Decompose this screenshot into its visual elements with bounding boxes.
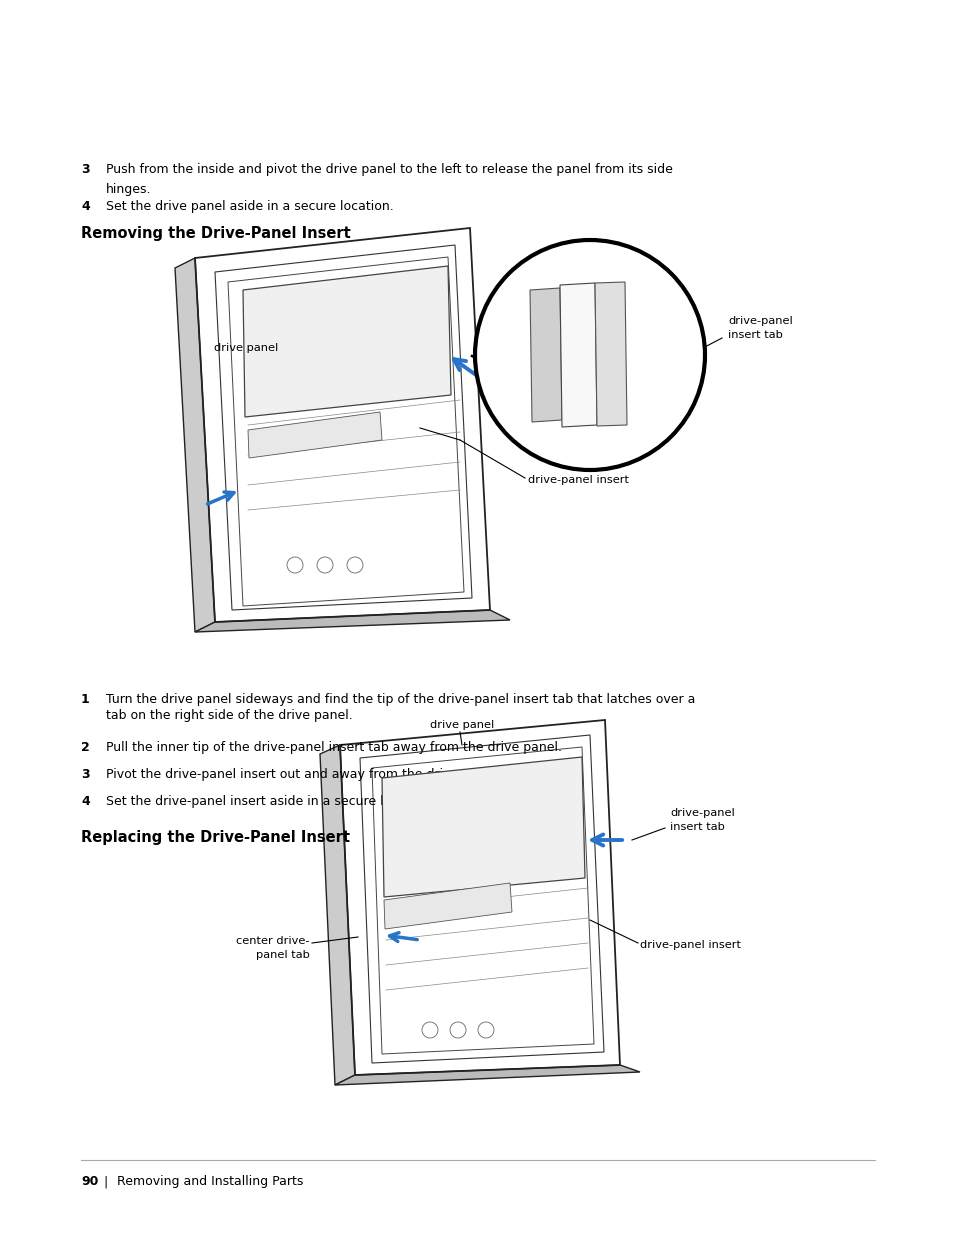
- Text: Set the drive panel aside in a secure location.: Set the drive panel aside in a secure lo…: [106, 200, 394, 214]
- Text: hinges.: hinges.: [106, 183, 152, 196]
- Text: Pull the inner tip of the drive-panel insert tab away from the drive panel.: Pull the inner tip of the drive-panel in…: [106, 741, 561, 755]
- Text: 1: 1: [81, 693, 90, 706]
- Polygon shape: [243, 266, 451, 417]
- Text: drive-panel
insert tab: drive-panel insert tab: [727, 316, 792, 340]
- Text: Set the drive-panel insert aside in a secure location.: Set the drive-panel insert aside in a se…: [106, 795, 434, 809]
- Polygon shape: [319, 745, 355, 1086]
- Polygon shape: [174, 258, 214, 632]
- Text: Removing and Installing Parts: Removing and Installing Parts: [117, 1174, 303, 1188]
- Text: center drive-
panel tab: center drive- panel tab: [236, 936, 310, 960]
- Text: 4: 4: [81, 200, 90, 214]
- Text: Removing the Drive-Panel Insert: Removing the Drive-Panel Insert: [81, 226, 351, 241]
- Text: drive-panel insert: drive-panel insert: [639, 940, 740, 950]
- Text: drive-panel insert: drive-panel insert: [527, 475, 628, 485]
- Circle shape: [475, 240, 704, 471]
- Polygon shape: [335, 1065, 639, 1086]
- Text: 2: 2: [81, 741, 90, 755]
- Text: drive panel: drive panel: [213, 343, 277, 353]
- Text: Push from the inside and pivot the drive panel to the left to release the panel : Push from the inside and pivot the drive…: [106, 163, 672, 177]
- Text: tab on the right side of the drive panel.: tab on the right side of the drive panel…: [106, 709, 353, 721]
- Polygon shape: [559, 283, 597, 427]
- Text: |: |: [103, 1174, 107, 1188]
- Text: drive-panel
insert tab: drive-panel insert tab: [669, 809, 734, 831]
- Text: 90: 90: [81, 1174, 98, 1188]
- Polygon shape: [530, 288, 561, 422]
- Polygon shape: [384, 883, 512, 929]
- Text: Turn the drive panel sideways and find the tip of the drive-panel insert tab tha: Turn the drive panel sideways and find t…: [106, 693, 695, 706]
- Text: Replacing the Drive-Panel Insert: Replacing the Drive-Panel Insert: [81, 830, 350, 845]
- Polygon shape: [194, 610, 510, 632]
- Polygon shape: [595, 282, 626, 426]
- Text: 3: 3: [81, 768, 90, 782]
- Polygon shape: [381, 757, 584, 897]
- Text: drive panel: drive panel: [430, 720, 494, 730]
- Text: Pivot the drive-panel insert out and away from the drive panel.: Pivot the drive-panel insert out and awa…: [106, 768, 500, 782]
- Polygon shape: [248, 412, 381, 458]
- Text: 3: 3: [81, 163, 90, 177]
- Text: 4: 4: [81, 795, 90, 809]
